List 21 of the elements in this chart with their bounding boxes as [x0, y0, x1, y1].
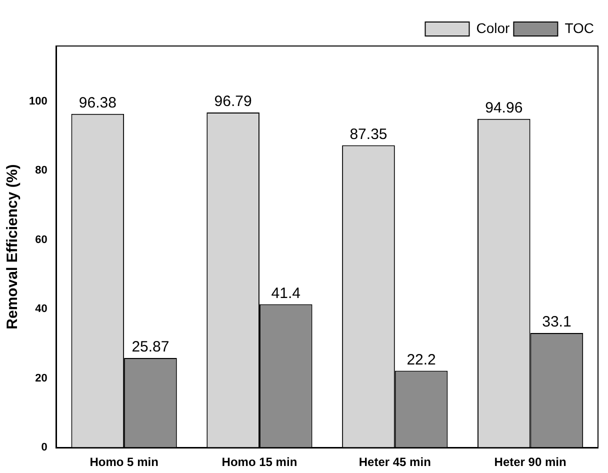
x-tick-label: Homo 5 min: [90, 455, 158, 470]
data-label: 25.87: [132, 338, 170, 356]
data-label: 22.2: [406, 351, 436, 368]
data-label: 94.96: [485, 99, 523, 116]
legend-label: TOC: [564, 20, 594, 36]
data-label: 87.35: [350, 126, 388, 143]
y-tick-label: 60: [35, 234, 48, 246]
legend-label: Color: [476, 20, 510, 36]
data-label: 33.1: [542, 314, 572, 331]
y-tick-label: 0: [41, 442, 48, 454]
y-tick-label: 100: [28, 95, 48, 108]
data-label: 96.38: [78, 94, 116, 112]
y-tick-label: 80: [35, 164, 48, 177]
data-label: 41.4: [271, 284, 300, 302]
y-tick-label: 20: [35, 372, 48, 384]
y-tick-label: 40: [35, 303, 48, 316]
y-axis-title: Removal Efficiency (%): [4, 164, 22, 330]
x-tick-label: Heter 45 min: [358, 455, 431, 470]
x-tick-label: Homo 15 min: [222, 455, 298, 470]
data-label: 96.79: [214, 93, 252, 110]
x-tick-label: Heter 90 min: [494, 455, 566, 470]
